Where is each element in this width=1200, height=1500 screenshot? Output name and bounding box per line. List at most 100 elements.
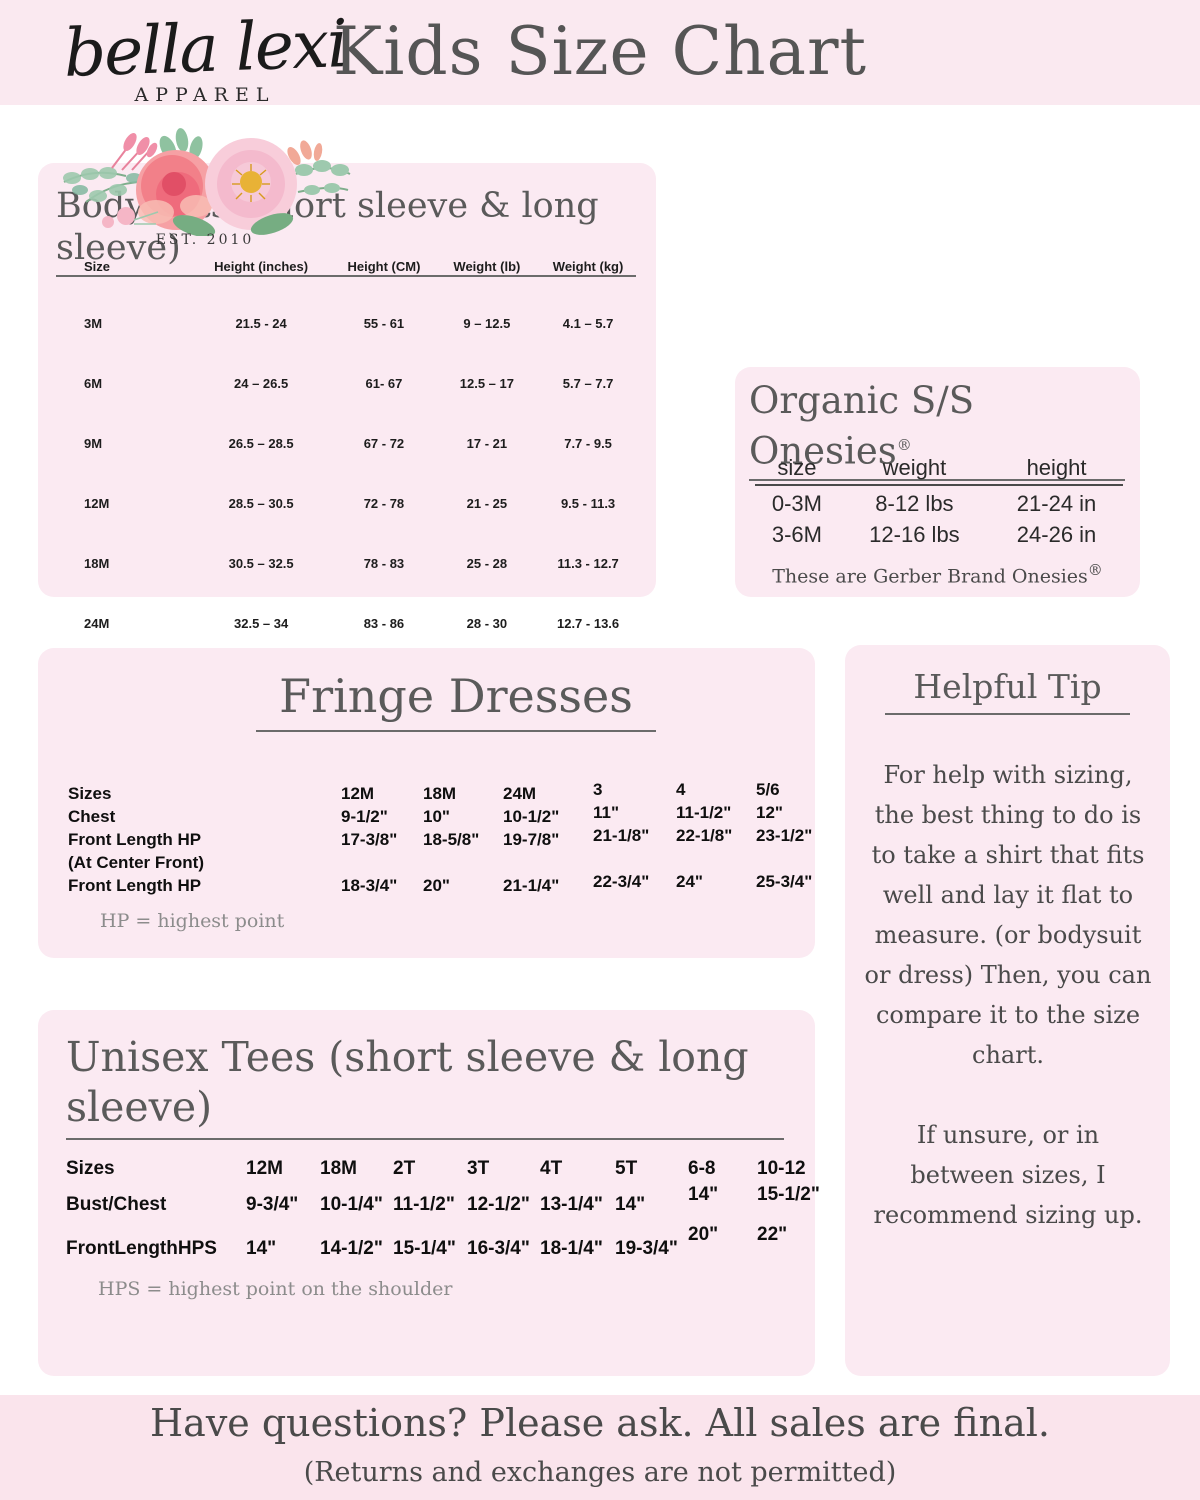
column-header-18m: 18M — [423, 784, 457, 803]
cell-flhp2-4: 24" — [676, 872, 703, 891]
row-sublabel-text: (At Center Front) — [68, 853, 204, 872]
cell-height-inches: 28.5 – 30.5 — [228, 496, 294, 511]
organic-onesies-note: These are Gerber Brand Onesies® — [735, 561, 1140, 587]
cell-bust-5t: 14" — [615, 1194, 646, 1215]
cell-size: 12M — [84, 496, 110, 511]
cell-bust-18m: 10-1/4" — [320, 1194, 383, 1215]
registered-mark-icon: ® — [896, 436, 912, 454]
unisex-tees-card: Unisex Tees (short sleeve & long sleeve)… — [38, 1010, 820, 1376]
cell-weight-lb: 12.5 – 17 — [459, 376, 514, 391]
fringe-dresses-title: Fringe Dresses — [256, 668, 656, 732]
cell-flhps-3t: 16-3/4" — [467, 1238, 530, 1259]
brand-logo: bella lexi APPAREL — [0, 0, 410, 262]
column-header-2t: 2T — [393, 1158, 416, 1179]
cell-flhps-18m: 14-1/2" — [320, 1238, 383, 1259]
column-header-4t: 4T — [540, 1158, 563, 1179]
column-header-height-cm: Height (CM) — [347, 259, 421, 274]
header-band: Kids Size Chart — [0, 0, 1200, 105]
column-header-24m: 24M — [503, 784, 537, 803]
cell-flhp2-3: 22-3/4" — [593, 872, 650, 891]
table-row: 12M 28.5 – 30.5 72 - 78 21 - 25 9.5 - 11… — [54, 496, 640, 556]
column-header-height-inches: Height (inches) — [214, 259, 309, 274]
cell-flhps-4t: 18-1/4" — [540, 1238, 603, 1259]
row-label-sizes: Sizes — [66, 1158, 115, 1179]
cell-flhp2-18m: 20" — [423, 876, 450, 895]
footer-band: Have questions? Please ask. All sales ar… — [0, 1395, 1200, 1500]
table-header-row: size weight height — [755, 455, 1123, 486]
cell-flhp-5-6: 23-1/2" — [756, 826, 813, 845]
unisex-tees-title: Unisex Tees (short sleeve & long sleeve) — [66, 1032, 784, 1140]
fringe-dresses-footnote: HP = highest point — [100, 910, 285, 932]
cell-bust-10-12: 15-1/2" — [757, 1184, 820, 1205]
cell-weight-lb: 28 - 30 — [466, 616, 508, 631]
column-header-weight-kg: Weight (kg) — [552, 259, 624, 274]
helpful-tip-body: For help with sizing, the best thing to … — [863, 755, 1153, 1275]
cell-height-inches: 32.5 – 34 — [234, 616, 289, 631]
column-header-size: Size — [84, 259, 111, 274]
column-header-12m: 12M — [246, 1158, 283, 1179]
cell-height-cm: 55 - 61 — [363, 316, 405, 331]
cell-height-cm: 83 - 86 — [363, 616, 405, 631]
cell-weight-lb: 21 - 25 — [466, 496, 508, 511]
organic-onesies-table: size weight height 0-3M 8-12 lbs 21-24 i… — [755, 455, 1123, 548]
cell-height-inches: 24 – 26.5 — [234, 376, 289, 391]
column-header-weight-lb: Weight (lb) — [453, 259, 521, 274]
cell-flhp-24m: 19-7/8" — [503, 830, 560, 849]
cell-weight-kg: 4.1 – 5.7 — [562, 316, 614, 331]
cell-weight: 12-16 lbs — [869, 522, 960, 547]
organic-onesies-card: Organic S/S Onesies® size weight height … — [735, 367, 1140, 597]
unisex-tees-table: Sizes 12M 18M 2T 3T 4T 5T 6-8 10-12 Bust… — [66, 1158, 820, 1278]
column-header-3: 3 — [593, 780, 603, 799]
cell-flhps-5t: 19-3/4" — [615, 1238, 678, 1259]
cell-size: 24M — [84, 616, 110, 631]
column-header-size: size — [755, 455, 839, 486]
watercolor-floral-peony-bouquet-icon — [63, 128, 351, 236]
organic-note-text: These are Gerber Brand Onesies — [772, 565, 1088, 588]
cell-weight-lb: 17 - 21 — [466, 436, 508, 451]
cell-height-cm: 78 - 83 — [363, 556, 405, 571]
footer-main-text: Have questions? Please ask. All sales ar… — [150, 1401, 1050, 1445]
cell-chest-4: 11-1/2" — [676, 803, 732, 822]
footer-sub-text: (Returns and exchanges are not permitted… — [303, 1457, 897, 1488]
helpful-tip-card: Helpful Tip For help with sizing, the be… — [845, 645, 1170, 1376]
cell-flhp2-24m: 21-1/4" — [503, 876, 560, 895]
cell-height-cm: 72 - 78 — [363, 496, 405, 511]
cell-size: 9M — [84, 436, 103, 451]
cell-chest-3: 11" — [593, 803, 620, 822]
helpful-tip-paragraph: For help with sizing, the best thing to … — [864, 761, 1152, 1069]
cell-flhp-4: 22-1/8" — [676, 826, 733, 845]
column-header-height: height — [990, 455, 1123, 486]
brand-script-name: bella lexi — [62, 5, 348, 92]
cell-chest-18m: 10" — [423, 807, 450, 826]
cell-chest-12m: 9-1/2" — [341, 807, 388, 826]
cell-bust-12m: 9-3/4" — [246, 1194, 299, 1215]
cell-weight-kg: 9.5 - 11.3 — [560, 496, 616, 511]
cell-height: 24-26 in — [1016, 522, 1097, 547]
table-row: 9M 26.5 – 28.5 67 - 72 17 - 21 7.7 - 9.5 — [54, 436, 640, 496]
cell-weight: 8-12 lbs — [875, 491, 954, 516]
row-label-front-length-hp-2: Front Length HP — [68, 876, 202, 895]
table-header-row: Size Height (inches) Height (CM) Weight … — [54, 259, 640, 316]
cell-bust-4t: 13-1/4" — [540, 1194, 603, 1215]
cell-flhps-10-12: 22" — [757, 1224, 788, 1245]
cell-height-inches: 21.5 - 24 — [235, 316, 287, 331]
cell-size: 18M — [84, 556, 110, 571]
row-label-front-length-hps: FrontLengthHPS — [66, 1238, 217, 1259]
cell-flhps-12m: 14" — [246, 1238, 277, 1259]
cell-size: 3M — [84, 316, 103, 331]
column-header-4: 4 — [676, 780, 686, 799]
table-row: 3-6M 12-16 lbs 24-26 in — [755, 517, 1123, 548]
column-header-5-6: 5/6 — [756, 780, 780, 799]
cell-height: 21-24 in — [1016, 491, 1097, 516]
cell-chest-24m: 10-1/2" — [503, 807, 560, 826]
cell-weight-kg: 5.7 – 7.7 — [562, 376, 614, 391]
bodysuits-table: Size Height (inches) Height (CM) Weight … — [54, 259, 640, 676]
column-header-10-12: 10-12 — [757, 1158, 806, 1179]
cell-size: 3-6M — [771, 522, 822, 547]
table-row: 6M 24 – 26.5 61- 67 12.5 – 17 5.7 – 7.7 — [54, 376, 640, 436]
cell-weight-kg: 12.7 - 13.6 — [556, 616, 620, 631]
column-header-18m: 18M — [320, 1158, 357, 1179]
brand-established: EST. 2010 — [155, 232, 255, 248]
column-header-5t: 5T — [615, 1158, 638, 1179]
cell-height-cm: 61- 67 — [365, 376, 403, 391]
